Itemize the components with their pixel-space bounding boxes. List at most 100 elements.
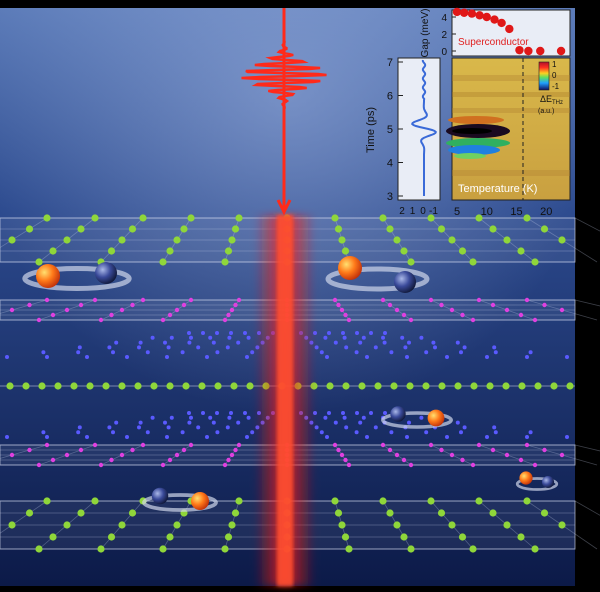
lattice-atom <box>111 350 115 355</box>
lattice-atom <box>475 214 483 222</box>
lattice-atom <box>341 247 350 255</box>
lattice-atom <box>431 340 436 345</box>
lattice-atom <box>550 382 558 390</box>
lattice-atom <box>394 307 400 313</box>
lattice-atom <box>86 382 94 390</box>
lattice-atom <box>114 340 119 345</box>
lattice-atom <box>77 345 82 350</box>
lattice-atom <box>174 452 180 458</box>
lattice-atom <box>373 425 378 430</box>
lattice-atom <box>181 302 187 308</box>
lattice-atom <box>78 447 84 453</box>
lattice-atom <box>128 225 137 233</box>
lattice-atom <box>63 236 71 244</box>
heatmap-x-tick-label: 20 <box>540 206 552 218</box>
lattice-atom <box>369 331 373 335</box>
lattice-atom <box>428 297 434 303</box>
lattice-atom <box>525 435 529 439</box>
laser-beam <box>255 8 315 586</box>
lattice-atom <box>36 462 42 468</box>
lattice-atom <box>532 317 538 323</box>
lattice-atom <box>215 350 220 355</box>
lattice-atom <box>159 545 167 553</box>
lattice-atom <box>208 335 213 340</box>
colorbar-tick-label: 1 <box>552 60 557 69</box>
lattice-atom <box>334 509 343 517</box>
lattice-atom <box>407 420 411 425</box>
lattice-atom <box>314 425 319 430</box>
lattice-atom <box>63 521 71 529</box>
lattice-atom <box>386 509 394 517</box>
lattice-atom <box>401 312 407 318</box>
lattice-atom <box>405 435 409 439</box>
lattice-atom <box>326 382 334 390</box>
lattice-atom <box>145 430 150 435</box>
lattice-atom <box>504 452 510 458</box>
lattice-atom <box>559 307 565 313</box>
lattice-atom <box>445 355 449 359</box>
lattice-atom <box>524 297 530 303</box>
lattice-atom <box>459 350 463 355</box>
lattice-atom <box>45 435 49 439</box>
lattice-atom <box>382 340 387 345</box>
lattice-atom <box>448 236 456 244</box>
gap-point <box>556 46 566 56</box>
lattice-atom <box>49 533 57 541</box>
lattice-atom <box>8 521 16 529</box>
lattice-atom <box>187 420 192 425</box>
lattice-atom <box>27 447 32 453</box>
lattice-atom <box>76 430 81 435</box>
lattice-atom <box>92 297 98 303</box>
lattice-atom <box>198 382 206 390</box>
lattice-atom <box>166 533 174 541</box>
lattice-atom <box>119 452 125 458</box>
lattice-atom <box>493 430 498 435</box>
lattice-atom <box>523 214 531 222</box>
lattice-atom <box>387 447 393 453</box>
lattice-atom <box>38 382 46 390</box>
lattice-atom <box>438 382 446 390</box>
lattice-atom <box>169 335 174 340</box>
lattice-atom <box>379 214 387 222</box>
lattice-atom <box>336 302 341 308</box>
lattice-atom <box>525 355 529 359</box>
lattice-atom <box>98 462 104 468</box>
lattice-atom <box>489 509 497 517</box>
lattice-atom <box>245 435 249 439</box>
lattice-atom <box>205 355 209 359</box>
electron-orange <box>36 264 60 288</box>
lattice-atom <box>314 345 319 350</box>
lattice-atom <box>476 442 482 448</box>
lattice-atom <box>534 382 542 390</box>
lattice-atom <box>400 247 408 255</box>
lattice-atom <box>517 247 525 255</box>
lattice-atom <box>180 225 188 233</box>
gap-y-ticks: 4 2 0 <box>441 13 456 58</box>
heatmap-xlabel: Temperature (K) <box>458 183 537 195</box>
lattice-atom <box>163 340 167 345</box>
lattice-atom <box>250 350 255 355</box>
lattice-atom <box>374 382 382 390</box>
lattice-atom <box>355 411 359 415</box>
lattice-atom <box>323 415 328 420</box>
lattice-atom <box>325 435 329 439</box>
lattice-atom <box>9 452 15 458</box>
lattice-atom <box>470 317 476 323</box>
lattice-atom <box>489 225 497 233</box>
electron-orange <box>519 471 533 485</box>
lattice-atom <box>188 442 194 448</box>
gap-point <box>475 11 484 20</box>
lattice-atom <box>333 420 338 425</box>
lattice-atom <box>230 382 238 390</box>
gap-point <box>536 46 545 56</box>
lattice-atom <box>381 335 385 340</box>
lattice-atom <box>358 382 366 390</box>
lattice-atom <box>208 415 213 420</box>
lattice-atom <box>428 442 434 448</box>
lattice-atom <box>448 521 456 529</box>
lattice-atom <box>215 331 219 335</box>
lattice-atom <box>341 331 345 335</box>
lattice-atom <box>114 420 119 425</box>
lattice-atom <box>233 302 238 308</box>
lattice-atom <box>470 462 476 468</box>
